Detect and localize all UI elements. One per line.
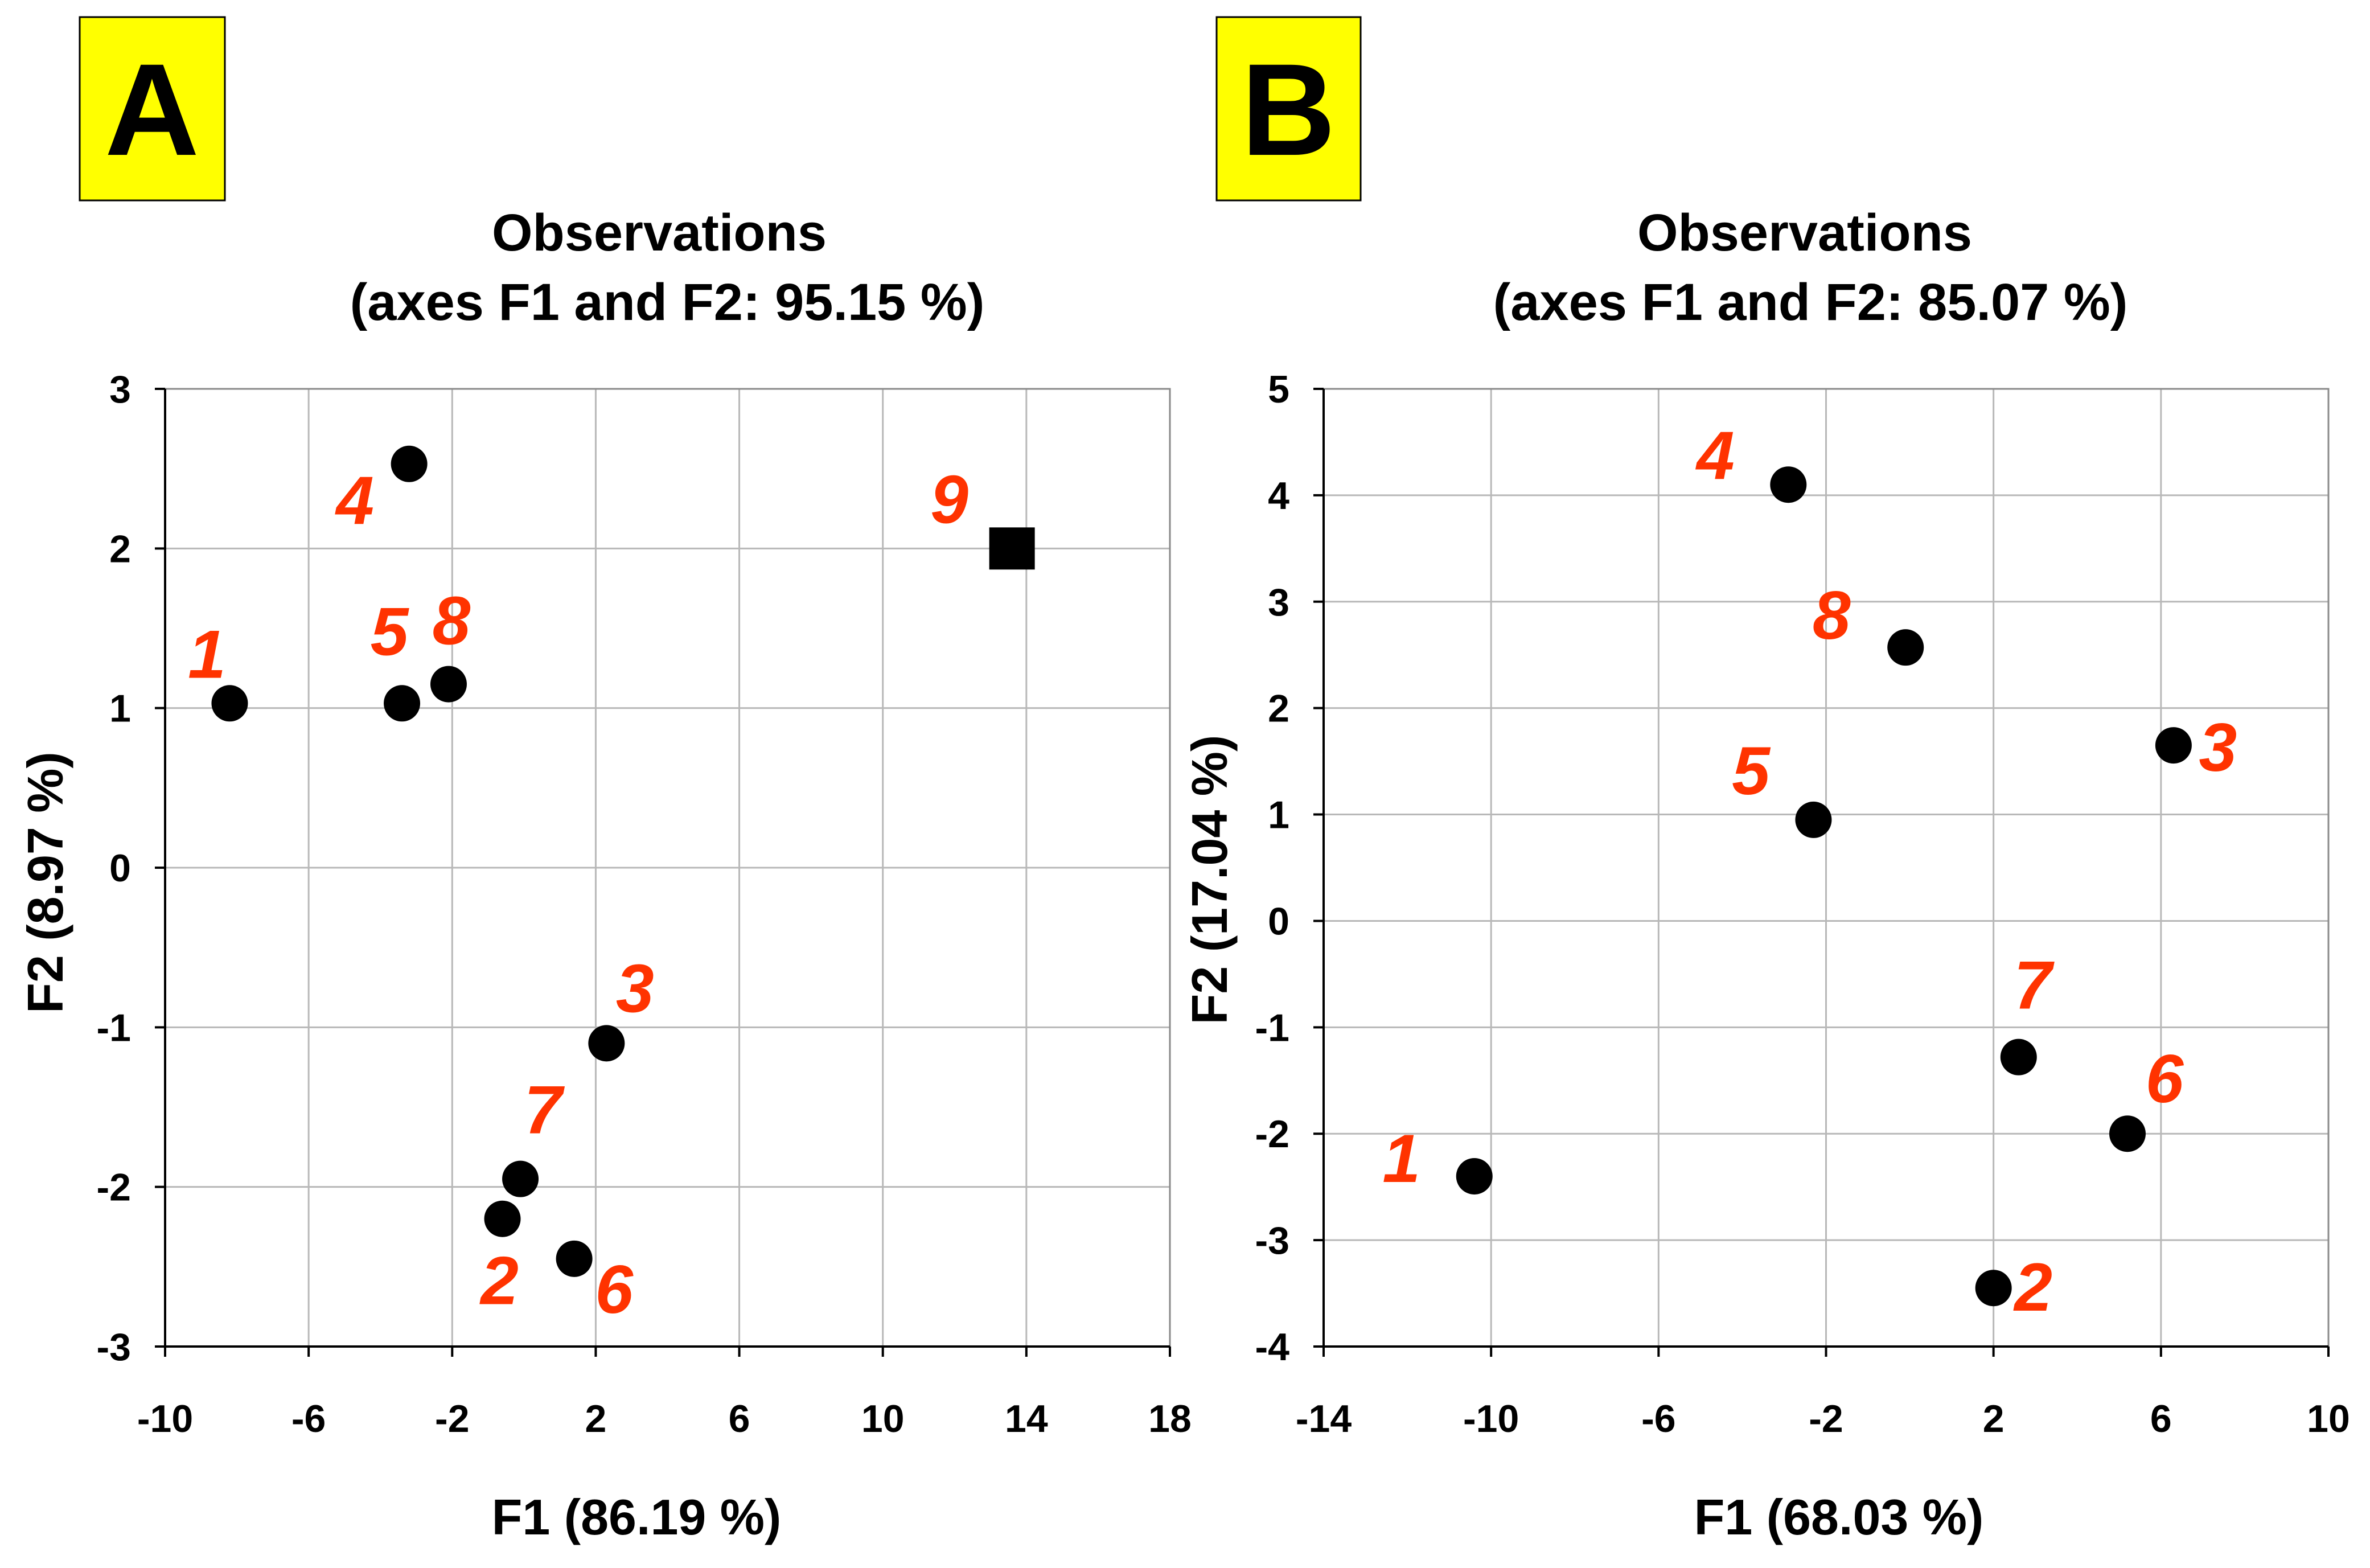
panel-b-point-8 xyxy=(1887,629,1924,666)
panel-b-x-tick-label: 2 xyxy=(1983,1397,2005,1440)
panel-a-y-tick-label: -2 xyxy=(97,1166,131,1209)
panel-a-y-tick-label: 3 xyxy=(109,368,131,411)
panel-a-point-9 xyxy=(989,527,1035,570)
panel-a-x-tick-label: 2 xyxy=(585,1397,607,1440)
panel-a-point-label-1: 1 xyxy=(188,616,226,692)
panel-b-point-label-3: 3 xyxy=(2199,709,2237,786)
panel-b-points: 1 2 3 4 5 6 7 8 xyxy=(1382,417,2237,1325)
panel-a-x-tick-label: 6 xyxy=(729,1397,750,1440)
panel-a-title-line1: Observations xyxy=(492,204,827,262)
panel-a-label-box xyxy=(79,16,226,202)
panel-b-y-axis-label: F2 (17.04 %) xyxy=(1181,735,1238,1025)
panel-a-point-label-4: 4 xyxy=(335,462,374,539)
panel-b-y-tick-label: 2 xyxy=(1268,687,1289,730)
panel-a-x-tick-label: 18 xyxy=(1148,1397,1192,1440)
panel-b: B Observations (axes F1 and F2: 85.07 %)… xyxy=(1181,16,2350,1545)
panel-b-y-tick-label: 5 xyxy=(1268,368,1289,411)
panel-a-points: 1 2 3 4 5 6 7 8 9 xyxy=(188,445,1035,1328)
panel-b-x-tick-label: -2 xyxy=(1809,1397,1843,1440)
panel-a-point-label-8: 8 xyxy=(433,583,471,659)
panel-b-x-tick-label: 6 xyxy=(2150,1397,2172,1440)
panel-a-axes xyxy=(155,388,1171,1357)
panel-b-x-tick-label: -10 xyxy=(1463,1397,1519,1440)
panel-a-y-ticks: -3 -2 -1 0 1 2 3 xyxy=(97,368,131,1369)
panel-b-y-ticks: -4 -3 -2 -1 0 1 2 3 4 5 xyxy=(1255,368,1290,1369)
panel-a-point-4 xyxy=(391,445,428,482)
panel-a-y-tick-label: 1 xyxy=(109,687,131,730)
panel-b-point-1 xyxy=(1456,1157,1493,1195)
panel-a-x-axis-label: F1 (86.19 %) xyxy=(492,1489,782,1545)
panel-a-point-7 xyxy=(502,1160,539,1197)
panel-a-x-ticks: -10 -6 -2 2 6 10 14 18 xyxy=(137,1397,1192,1440)
panel-b-y-tick-label: 1 xyxy=(1268,794,1289,837)
panel-b-x-axis-label: F1 (68.03 %) xyxy=(1694,1489,1984,1545)
panel-b-x-ticks: -14 -10 -6 -2 2 6 10 xyxy=(1296,1397,2350,1440)
panel-b-point-6 xyxy=(2109,1115,2146,1152)
panel-a-y-tick-label: 2 xyxy=(109,527,131,570)
panel-a-point-6 xyxy=(556,1240,593,1277)
panel-a-y-axis-label: F2 (8.97 %) xyxy=(17,752,73,1013)
panel-b-point-label-4: 4 xyxy=(1695,417,1735,494)
panel-a: A Observations (axes F1 and F2: 95.15 %)… xyxy=(17,16,1192,1545)
panel-a-point-5 xyxy=(384,685,421,722)
panel-b-label: B xyxy=(1241,36,1336,183)
panel-a-title-line2: (axes F1 and F2: 95.15 %) xyxy=(350,273,985,331)
panel-a-x-tick-label: -2 xyxy=(435,1397,469,1440)
panel-b-point-3 xyxy=(2155,727,2192,764)
panel-a-x-tick-label: 10 xyxy=(861,1397,905,1440)
panel-b-point-7 xyxy=(2000,1039,2037,1076)
panel-b-y-tick-label: -2 xyxy=(1255,1113,1289,1156)
panel-b-x-tick-label: -14 xyxy=(1296,1397,1352,1440)
panel-a-x-tick-label: -10 xyxy=(137,1397,193,1440)
panel-b-title-line1: Observations xyxy=(1637,204,1972,262)
panel-b-x-tick-label: -6 xyxy=(1641,1397,1675,1440)
panel-a-y-tick-label: -3 xyxy=(97,1325,131,1369)
panel-b-point-5 xyxy=(1795,801,1832,838)
panel-a-label: A xyxy=(105,36,199,183)
panel-a-point-label-7: 7 xyxy=(524,1072,565,1148)
panel-b-y-tick-label: 0 xyxy=(1268,900,1289,943)
panel-b-grid xyxy=(1324,389,2328,1347)
panel-b-point-label-8: 8 xyxy=(1813,577,1851,654)
panel-a-x-tick-label: 14 xyxy=(1005,1397,1048,1440)
panel-a-point-label-9: 9 xyxy=(930,461,968,537)
panel-a-point-1 xyxy=(211,685,248,722)
panel-a-point-2 xyxy=(484,1200,521,1237)
panel-b-y-tick-label: 4 xyxy=(1268,474,1289,518)
panel-b-y-tick-label: -1 xyxy=(1255,1006,1289,1049)
panel-b-point-4 xyxy=(1770,466,1807,503)
panel-b-point-label-6: 6 xyxy=(2146,1041,2184,1117)
panel-a-grid xyxy=(165,389,1170,1347)
panel-a-point-label-3: 3 xyxy=(616,950,654,1027)
panel-b-point-label-7: 7 xyxy=(2014,947,2055,1024)
panel-a-point-8 xyxy=(430,666,467,703)
panel-b-point-label-2: 2 xyxy=(2013,1249,2052,1325)
panel-a-x-tick-label: -6 xyxy=(291,1397,326,1440)
panel-b-point-label-5: 5 xyxy=(1732,733,1771,809)
panel-b-x-tick-label: 10 xyxy=(2307,1397,2350,1440)
panel-a-point-label-5: 5 xyxy=(371,593,410,670)
panel-b-title-line2: (axes F1 and F2: 85.07 %) xyxy=(1493,273,2128,331)
panel-b-y-tick-label: 3 xyxy=(1268,581,1289,624)
panel-b-y-tick-label: -3 xyxy=(1255,1219,1289,1262)
panel-a-y-tick-label: 0 xyxy=(109,847,131,890)
panel-a-point-label-2: 2 xyxy=(479,1243,519,1319)
panel-a-point-3 xyxy=(588,1025,625,1062)
panel-a-y-tick-label: -1 xyxy=(97,1006,131,1049)
panel-b-point-2 xyxy=(1975,1270,2012,1307)
panel-b-y-tick-label: -4 xyxy=(1255,1325,1290,1369)
panel-b-axes xyxy=(1313,388,2330,1357)
panel-b-point-label-1: 1 xyxy=(1382,1120,1420,1197)
panel-a-point-label-6: 6 xyxy=(595,1251,634,1328)
panel-b-label-box xyxy=(1215,16,1362,202)
